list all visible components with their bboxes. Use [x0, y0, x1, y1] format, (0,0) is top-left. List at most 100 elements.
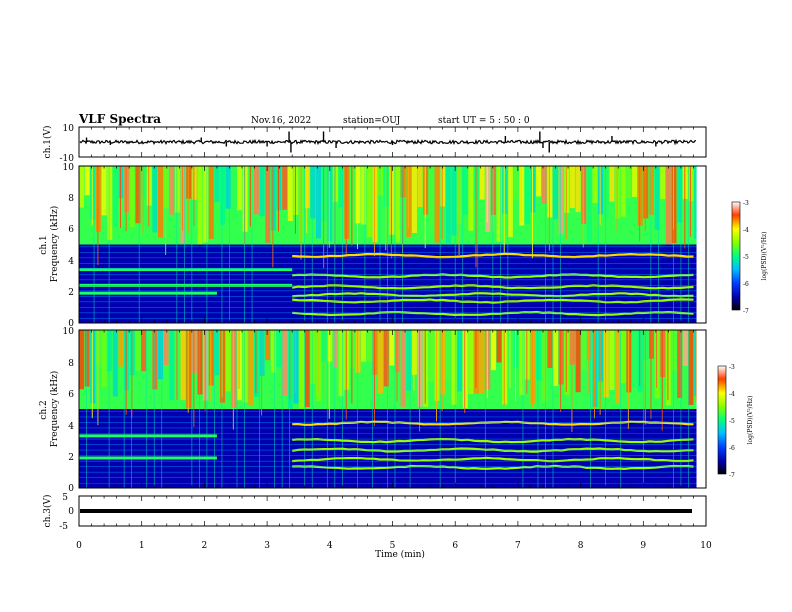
- s2-cbtick-m4: -4: [729, 391, 735, 398]
- x-tick-labels: 0 1 2 3 4 5 6 7 8 9 10: [76, 541, 712, 551]
- s2-ylabel: Frequency (kHz): [49, 371, 60, 448]
- spectrogram-noise-column: [417, 166, 423, 208]
- spectrogram-noise-column: [214, 166, 220, 203]
- ch1-ytick-bottom: -10: [60, 154, 75, 164]
- spectrogram-noise-column: [468, 166, 474, 231]
- spectrogram-noise-column: [84, 166, 90, 196]
- spectrogram-noise-column: [428, 166, 434, 231]
- spectrogram-noise-column: [451, 166, 457, 236]
- spectrogram-noise-column: [310, 166, 316, 219]
- spectrogram-noise-column: [225, 330, 231, 392]
- spectrogram-noise-column: [553, 330, 559, 386]
- spectrogram-noise-column: [496, 330, 502, 363]
- spectrogram-noise-column: [361, 166, 367, 225]
- spectrogram-noise-column: [586, 166, 592, 242]
- spectrogram-noise-column: [468, 330, 474, 395]
- spectrogram-noise-column: [231, 166, 237, 221]
- spectrogram-noise-column: [457, 330, 463, 392]
- spectrogram-noise-column: [581, 330, 587, 370]
- s2-ytick-0: 0: [68, 484, 74, 494]
- spectrogram-tone-line: [292, 252, 694, 259]
- spectrogram-noise-column: [462, 166, 468, 215]
- ch3-ytick-5: 5: [62, 493, 68, 503]
- spectrogram-noise-column: [660, 166, 666, 200]
- spectrogram-noise-column: [265, 166, 271, 243]
- s2-colorbar-label: log(PSD)(V²/Hz): [747, 396, 754, 445]
- s2-channel-label: ch.2: [39, 400, 49, 419]
- spectrogram-noise-column: [389, 330, 395, 366]
- spectrogram-noise-column: [101, 330, 107, 388]
- spectrogram-noise-column: [609, 166, 615, 202]
- spectrogram-noise-column: [671, 330, 677, 371]
- spectrogram-tone-line: [79, 268, 293, 272]
- spectrogram-noise-column: [400, 330, 406, 407]
- spectrogram-noise-column: [282, 330, 288, 396]
- spectrogram-tone-line: [292, 273, 694, 279]
- spectrogram-noise-column: [107, 330, 113, 372]
- spectrogram-noise-column: [383, 330, 389, 387]
- spectrogram-tone-line: [79, 456, 217, 460]
- spectrogram-noise-column: [174, 166, 180, 213]
- spectrogram-noise-column: [615, 330, 621, 403]
- ch3-ytick-0: 0: [68, 507, 74, 517]
- spectrogram-noise-column: [214, 330, 220, 376]
- spectrogram-noise-column: [648, 166, 654, 215]
- spectrogram-noise-column: [558, 166, 564, 234]
- spectrogram-noise-column: [152, 166, 158, 233]
- station-label: station=OUJ: [343, 116, 401, 126]
- spectrogram-noise-column: [507, 330, 513, 383]
- s1-cbtick-m3: -3: [743, 200, 749, 207]
- xtick-1: 1: [139, 541, 145, 551]
- spectrogram-noise-column: [406, 330, 412, 391]
- spectrogram-noise-column: [445, 166, 451, 244]
- spectrogram-noise-column: [524, 166, 530, 224]
- spectrogram-noise-column: [265, 330, 271, 361]
- xtick-3: 3: [264, 541, 270, 551]
- ch2-spectrogram-panel: 10 8 6 4 2 0 ch.2 Frequency (kHz) -3 -4 …: [39, 327, 754, 494]
- s2-cbtick-m3: -3: [729, 364, 735, 371]
- s2-ytick-6: 6: [68, 390, 74, 400]
- spectrogram-tone-line: [292, 464, 694, 471]
- spectrogram-noise-column: [225, 166, 231, 209]
- spectrogram-noise-column: [299, 330, 305, 409]
- s2-colorbar: [717, 365, 727, 475]
- spectrogram-noise-column: [169, 166, 175, 215]
- s1-channel-label: ch.1: [39, 235, 49, 254]
- spectrogram-noise-column: [276, 330, 282, 367]
- spectrogram-noise-column: [135, 330, 141, 371]
- spectrogram-noise-column: [632, 166, 638, 198]
- spectrogram-noise-column: [479, 166, 485, 200]
- xtick-4: 4: [327, 541, 333, 551]
- s1-cbtick-m6: -6: [743, 281, 749, 288]
- spectrogram-empty-edge: [696, 166, 706, 323]
- xtick-7: 7: [515, 541, 521, 551]
- spectrogram-empty-edge: [696, 330, 706, 488]
- s1-ytick-4: 4: [68, 257, 74, 267]
- s1-cbtick-m4: -4: [743, 227, 749, 234]
- ch3-waveform-ylabel: ch.3(V): [42, 495, 53, 528]
- spectrogram-noise-column: [197, 166, 203, 245]
- xtick-2: 2: [202, 541, 208, 551]
- spectrogram-noise-column: [609, 330, 615, 391]
- spectrogram-noise-column: [259, 166, 265, 217]
- spectrogram-tone-line: [79, 434, 217, 438]
- spectrogram-noise-column: [237, 166, 243, 211]
- spectrogram-noise-column: [135, 166, 141, 224]
- ch1-waveform-noise: [79, 138, 696, 146]
- spectrogram-noise-column: [428, 330, 434, 383]
- spectrogram-noise-column: [677, 330, 683, 399]
- xtick-8: 8: [578, 541, 584, 551]
- xtick-5: 5: [390, 541, 396, 551]
- spectrogram-noise-column: [338, 330, 344, 397]
- spectrogram-noise-column: [107, 166, 113, 241]
- spectrogram-noise-column: [445, 330, 451, 382]
- spectrogram-noise-column: [490, 330, 496, 371]
- spectrogram-noise-column: [287, 166, 293, 222]
- spectrogram-noise-column: [361, 330, 367, 362]
- s1-ytick-0: 0: [68, 319, 74, 329]
- spectrogram-noise-column: [507, 166, 513, 238]
- spectrogram-noise-column: [253, 166, 259, 215]
- spectrogram-noise-column: [366, 166, 372, 238]
- spectrogram-noise-column: [101, 166, 107, 216]
